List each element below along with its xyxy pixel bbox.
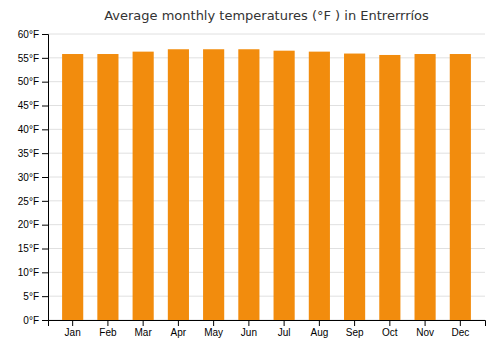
tick-label: 20°F bbox=[18, 219, 39, 230]
x-axis: Jan Feb Mar Apr May Jun Jul Aug Sep Oct Nov Dec bbox=[49, 320, 486, 338]
tick-mark bbox=[319, 320, 320, 326]
tick-mark bbox=[42, 34, 48, 35]
tick-mark bbox=[284, 320, 285, 326]
y-tick: 35°F bbox=[18, 148, 48, 159]
tick-mark bbox=[42, 296, 48, 297]
tick-mark bbox=[248, 320, 249, 326]
tick-label: Jan bbox=[65, 327, 81, 338]
tick-label: 30°F bbox=[18, 172, 39, 183]
y-tick: 15°F bbox=[18, 243, 48, 254]
chart-svg: 0°F 5°F 10°F 15°F 20°F 25°F 30°F 35°F 40°F 45°F 50… bbox=[0, 0, 500, 350]
bar bbox=[97, 54, 118, 320]
x-tick: Oct bbox=[382, 320, 398, 338]
bar bbox=[274, 51, 295, 320]
tick-label: Oct bbox=[382, 327, 398, 338]
tick-mark bbox=[42, 177, 48, 178]
tick-mark bbox=[42, 225, 48, 226]
tick-label: 40°F bbox=[18, 124, 39, 135]
y-tick: 25°F bbox=[18, 196, 48, 207]
tick-mark bbox=[213, 320, 214, 326]
tick-mark bbox=[42, 129, 48, 130]
x-tick: Feb bbox=[99, 320, 117, 338]
grid bbox=[48, 34, 485, 320]
tick-label: 50°F bbox=[18, 76, 39, 87]
y-tick: 20°F bbox=[18, 219, 48, 230]
x-tick: Apr bbox=[171, 320, 187, 338]
y-tick: 45°F bbox=[18, 100, 48, 111]
bar bbox=[203, 49, 224, 320]
tick-label: 15°F bbox=[18, 243, 39, 254]
tick-label: 45°F bbox=[18, 100, 39, 111]
axis-line bbox=[42, 35, 49, 321]
tick-label: 5°F bbox=[23, 291, 39, 302]
tick-label: Sep bbox=[346, 327, 364, 338]
x-tick: Jun bbox=[241, 320, 257, 338]
y-tick: 30°F bbox=[18, 172, 48, 183]
bar bbox=[62, 54, 83, 320]
x-tick: Sep bbox=[346, 320, 364, 338]
tick-label: 10°F bbox=[18, 267, 39, 278]
tick-label: Mar bbox=[135, 327, 153, 338]
x-tick: Mar bbox=[135, 320, 153, 338]
tick-mark bbox=[72, 320, 73, 326]
tick-mark bbox=[42, 249, 48, 250]
tick-mark bbox=[42, 106, 48, 107]
grid-line bbox=[48, 34, 485, 35]
tick-label: Jun bbox=[241, 327, 257, 338]
y-axis: 0°F 5°F 10°F 15°F 20°F 25°F 30°F 35°F 40°F 45°F 50… bbox=[18, 29, 49, 326]
tick-mark bbox=[42, 272, 48, 273]
bar bbox=[238, 49, 259, 320]
tick-label: 25°F bbox=[18, 196, 39, 207]
tick-mark bbox=[354, 320, 355, 326]
tick-mark bbox=[42, 58, 48, 59]
tick-mark bbox=[460, 320, 461, 326]
bar bbox=[133, 52, 154, 320]
tick-label: Dec bbox=[451, 327, 469, 338]
tick-label: 0°F bbox=[23, 315, 39, 326]
x-tick: Dec bbox=[451, 320, 469, 338]
bar bbox=[168, 49, 189, 320]
title: Average monthly temperatures (°F ) in En… bbox=[104, 8, 429, 23]
bars bbox=[62, 49, 471, 320]
x-tick: Jul bbox=[278, 320, 291, 338]
tick-label: Nov bbox=[416, 327, 434, 338]
axis-line bbox=[49, 321, 486, 327]
tick-mark bbox=[42, 201, 48, 202]
y-tick: 40°F bbox=[18, 124, 48, 135]
tick-mark bbox=[42, 153, 48, 154]
tick-label: Feb bbox=[99, 327, 117, 338]
tick-label: 60°F bbox=[18, 29, 39, 40]
x-tick: May bbox=[204, 320, 223, 338]
x-tick: Jan bbox=[65, 320, 81, 338]
tick-mark bbox=[42, 320, 48, 321]
tick-mark bbox=[425, 320, 426, 326]
y-tick: 50°F bbox=[18, 76, 48, 87]
y-tick: 5°F bbox=[23, 291, 48, 302]
bar bbox=[344, 54, 365, 320]
tick-mark bbox=[389, 320, 390, 326]
y-tick: 10°F bbox=[18, 267, 48, 278]
tick-label: Jul bbox=[278, 327, 291, 338]
tick-label: Apr bbox=[171, 327, 187, 338]
tick-label: 35°F bbox=[18, 148, 39, 159]
x-tick: Aug bbox=[310, 320, 328, 338]
y-tick: 55°F bbox=[18, 53, 48, 64]
plot: 0°F 5°F 10°F 15°F 20°F 25°F 30°F 35°F 40°F 45°F 50… bbox=[18, 29, 486, 338]
tick-mark bbox=[143, 320, 144, 326]
bar bbox=[415, 54, 436, 320]
tick-mark bbox=[178, 320, 179, 326]
y-tick: 0°F bbox=[23, 315, 48, 326]
tick-mark bbox=[107, 320, 108, 326]
bar bbox=[450, 54, 471, 320]
tick-label: May bbox=[204, 327, 223, 338]
tick-label: Aug bbox=[310, 327, 328, 338]
bar bbox=[309, 52, 330, 320]
bar bbox=[379, 55, 400, 320]
tick-mark bbox=[42, 82, 48, 83]
tick-label: 55°F bbox=[18, 53, 39, 64]
x-tick: Nov bbox=[416, 320, 434, 338]
y-tick: 60°F bbox=[18, 29, 48, 40]
